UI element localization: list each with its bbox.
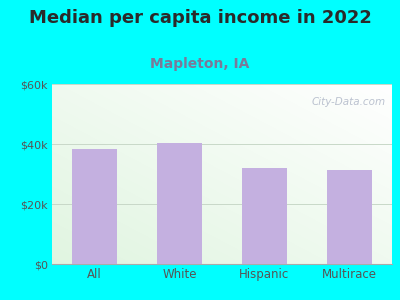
- Text: Median per capita income in 2022: Median per capita income in 2022: [28, 9, 372, 27]
- Bar: [72, 148, 117, 264]
- Bar: [242, 168, 286, 264]
- Text: City-Data.com: City-Data.com: [311, 97, 385, 106]
- Bar: [158, 142, 202, 264]
- Bar: [327, 169, 372, 264]
- Text: Mapleton, IA: Mapleton, IA: [150, 57, 250, 71]
